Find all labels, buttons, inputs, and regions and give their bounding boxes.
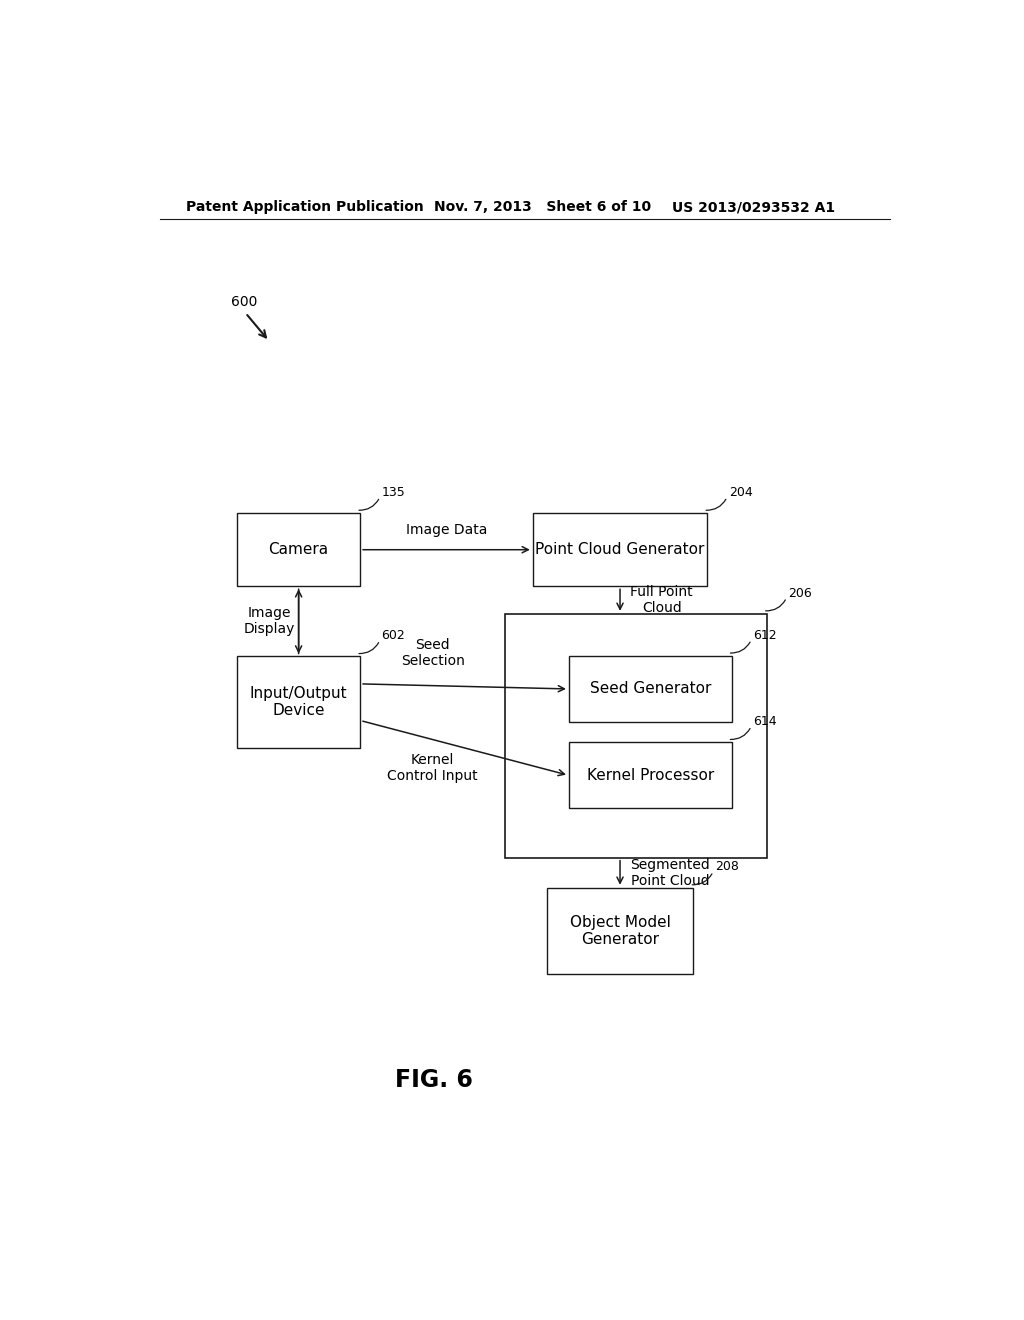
Text: Full Point
Cloud: Full Point Cloud	[631, 585, 693, 615]
Text: Point Cloud Generator: Point Cloud Generator	[536, 543, 705, 557]
Text: Camera: Camera	[268, 543, 329, 557]
Text: Image Data: Image Data	[406, 523, 487, 536]
Text: Seed Generator: Seed Generator	[590, 681, 711, 697]
Text: 614: 614	[753, 715, 776, 729]
Text: 612: 612	[753, 628, 776, 642]
Bar	[238, 656, 360, 748]
Text: Kernel
Control Input: Kernel Control Input	[387, 752, 478, 783]
Text: Image
Display: Image Display	[244, 606, 295, 636]
Text: Object Model
Generator: Object Model Generator	[569, 915, 671, 946]
Text: 208: 208	[715, 861, 738, 874]
Text: 602: 602	[382, 630, 406, 643]
Text: FIG. 6: FIG. 6	[394, 1068, 472, 1092]
Text: US 2013/0293532 A1: US 2013/0293532 A1	[672, 201, 835, 214]
Text: 600: 600	[231, 294, 258, 309]
Text: 204: 204	[729, 486, 753, 499]
Text: Seed
Selection: Seed Selection	[400, 638, 465, 668]
Text: 206: 206	[788, 586, 812, 599]
Text: Nov. 7, 2013   Sheet 6 of 10: Nov. 7, 2013 Sheet 6 of 10	[433, 201, 650, 214]
Text: 135: 135	[382, 486, 406, 499]
Bar	[238, 513, 360, 586]
Text: Kernel Processor: Kernel Processor	[587, 768, 714, 783]
Bar	[569, 656, 731, 722]
Bar	[505, 614, 767, 858]
Bar	[532, 513, 708, 586]
Text: Patent Application Publication: Patent Application Publication	[186, 201, 424, 214]
Bar	[547, 887, 693, 974]
Bar	[569, 742, 731, 808]
Text: Input/Output
Device: Input/Output Device	[250, 686, 347, 718]
Text: Segmented
Point Cloud: Segmented Point Cloud	[631, 858, 710, 888]
